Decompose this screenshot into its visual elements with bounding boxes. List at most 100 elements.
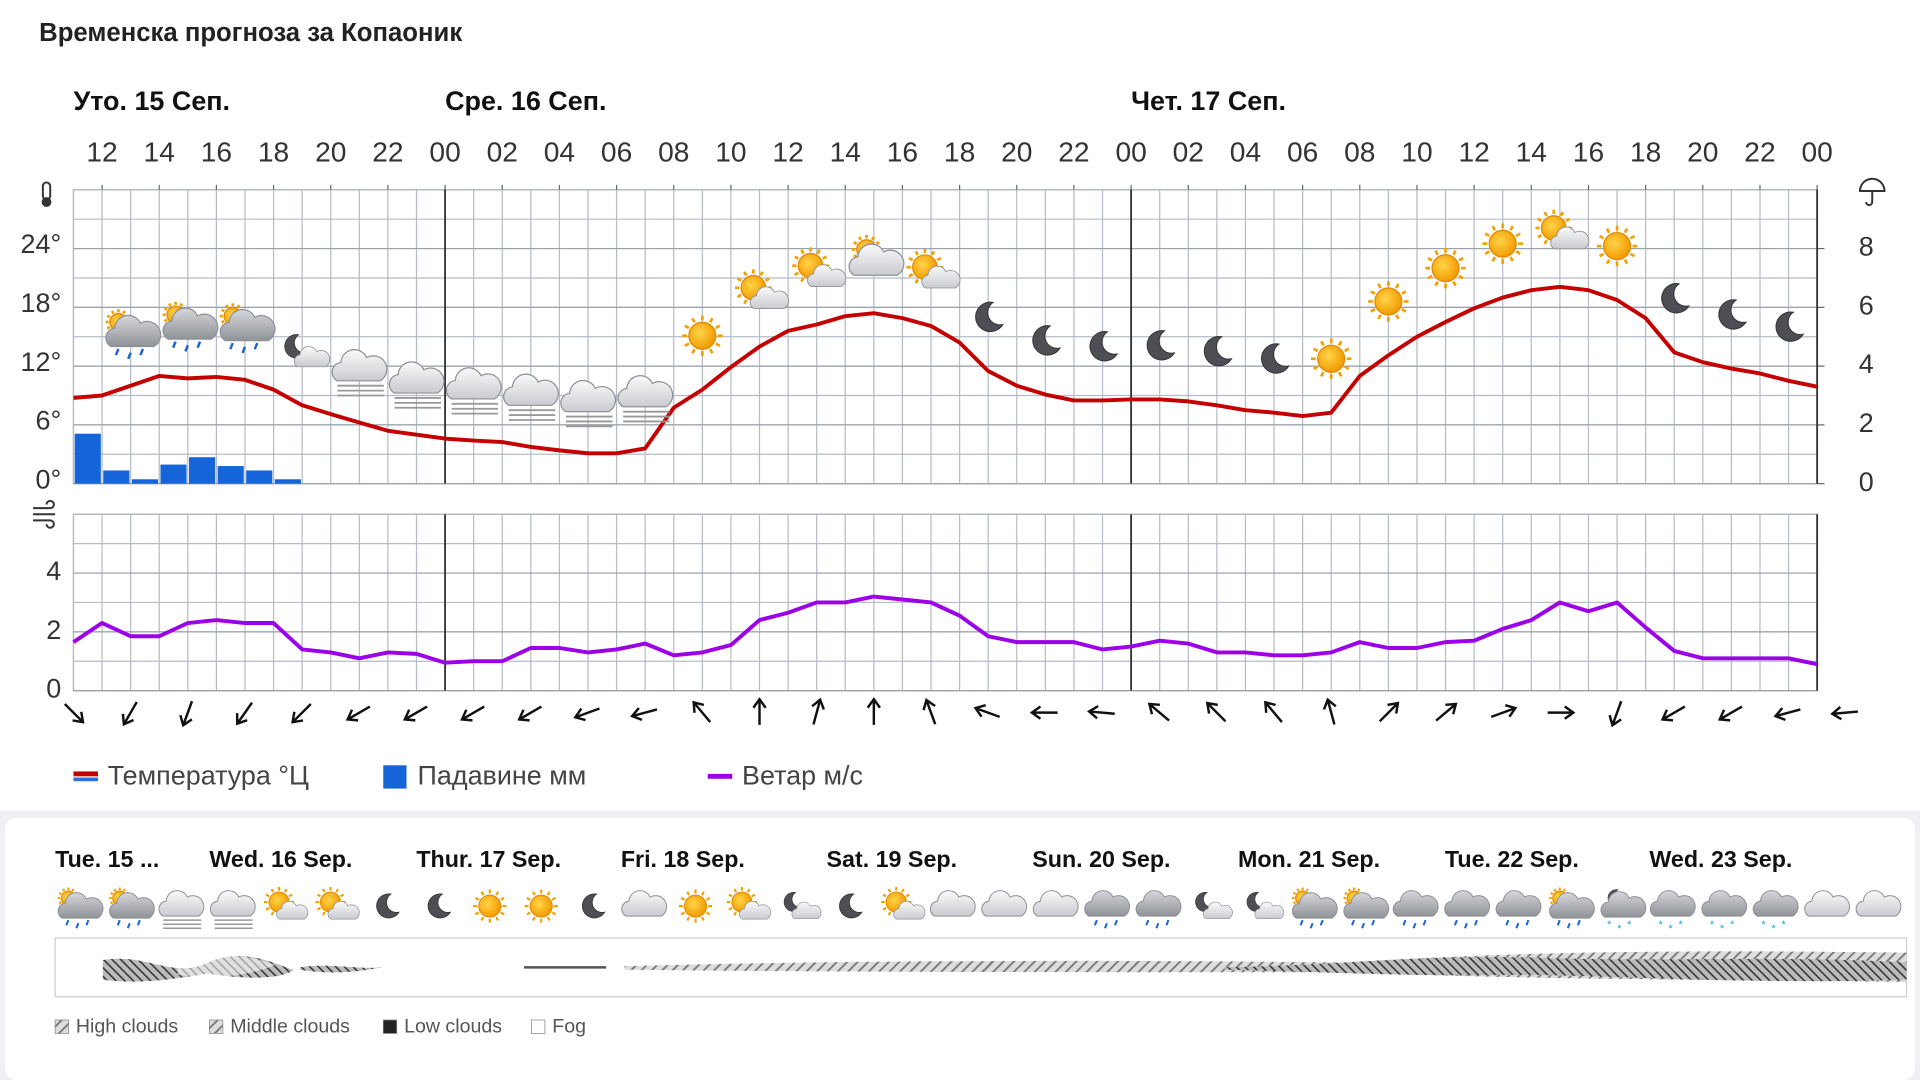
sun-ray	[905, 893, 910, 898]
arrow-head	[1087, 705, 1099, 720]
arrow-head	[1264, 700, 1276, 713]
weather-icon	[388, 361, 445, 409]
sun-ray	[1434, 280, 1439, 287]
sun-ray	[495, 891, 500, 896]
cloud	[1701, 890, 1748, 917]
x-tick-label: 18	[944, 137, 975, 168]
forecast-day-label: Thur. 17 Sep.	[416, 846, 561, 872]
rain-drop	[1463, 922, 1468, 929]
weather-icon	[617, 375, 674, 423]
weather-icon	[1195, 891, 1233, 919]
arrow-shaft	[63, 703, 83, 723]
wind-arrow	[1717, 705, 1743, 722]
cloud	[219, 308, 276, 342]
day-label: Уто. 15 Сеп.	[73, 86, 230, 116]
sun-ray	[500, 896, 505, 901]
sun-ray	[1347, 888, 1351, 892]
y-tick-label: 24°	[21, 229, 62, 259]
sun-ray	[705, 911, 711, 916]
rain-drop	[1453, 919, 1458, 926]
precip-bar	[103, 470, 130, 484]
cloud	[921, 265, 961, 289]
wind-arrow	[1029, 705, 1058, 720]
sun-ray	[901, 888, 905, 893]
cloud	[893, 900, 926, 920]
day-label: Сре. 16 Сеп.	[445, 86, 606, 116]
moon	[1718, 299, 1748, 330]
cloud	[1855, 890, 1902, 917]
moon	[427, 893, 452, 919]
sun-ray	[1484, 232, 1490, 238]
sun-ray	[270, 888, 275, 893]
sun-ray	[167, 302, 172, 307]
rain-drop	[1402, 919, 1407, 926]
sun-ray	[691, 317, 696, 324]
arrow-head	[752, 697, 767, 709]
sun-ray	[1401, 308, 1407, 313]
arrow-head	[922, 698, 936, 711]
x-tick-label: 00	[1115, 137, 1146, 168]
weather-icon	[524, 889, 558, 923]
wind-arrow	[1547, 705, 1576, 720]
cloud	[327, 900, 360, 920]
sun-ray	[1319, 340, 1325, 347]
sun-ray	[914, 250, 920, 256]
arrow-head	[1773, 707, 1786, 721]
arrow-head	[235, 713, 248, 726]
arrow-shaft	[976, 707, 1001, 718]
sun-ray	[684, 324, 690, 330]
rain-drop	[184, 344, 189, 352]
sun-ray	[1543, 211, 1548, 217]
weather-icon	[848, 234, 905, 276]
weather-icon	[682, 315, 723, 356]
arrow-shaft	[1265, 702, 1283, 723]
snowflake: *	[1781, 919, 1786, 931]
sun-ray	[708, 317, 714, 324]
sun-ray	[700, 916, 705, 922]
rain-drop	[139, 348, 145, 356]
arrow-shaft	[236, 701, 254, 724]
weather-icon	[1444, 890, 1490, 929]
sun-ray	[110, 891, 114, 896]
sun-ray	[110, 310, 115, 315]
x-tick-label: 06	[1287, 137, 1318, 168]
arrow-head	[811, 697, 826, 710]
weather-icon	[162, 301, 219, 352]
sun-ray	[546, 891, 551, 896]
arrow-head	[1322, 697, 1337, 710]
rain-drop	[65, 919, 70, 926]
weather-icon	[1392, 890, 1439, 929]
x-tick-label: 02	[487, 137, 518, 168]
legend: Температура °Ц Падавине мм Ветар м/с	[73, 761, 863, 791]
sun-ray	[853, 254, 858, 259]
rain-drop	[196, 341, 202, 349]
cloud-legend-label: Fog	[552, 1016, 586, 1038]
sun-ray	[526, 911, 531, 916]
low-clouds	[1224, 957, 1907, 982]
weather-icon	[1596, 225, 1638, 267]
snowflake: *	[1771, 923, 1776, 935]
sun-ray	[122, 310, 126, 315]
weather-icon	[503, 373, 559, 421]
sun-ray	[1598, 234, 1605, 240]
x-tick-label: 12	[772, 137, 803, 168]
arrow-shaft	[1720, 705, 1743, 720]
rain-drop	[1361, 922, 1366, 929]
x-tick-label: 00	[429, 137, 460, 168]
sun-ray	[1458, 274, 1464, 280]
weather-icon	[1310, 338, 1352, 379]
sun-ray	[887, 888, 892, 893]
sun-ray	[551, 896, 557, 901]
weather-icon	[264, 887, 309, 920]
x-tick-label: 10	[715, 137, 746, 168]
precip-bar	[160, 464, 187, 484]
weather-icon	[1549, 887, 1595, 929]
rain-drop	[1155, 922, 1160, 929]
precip-bar	[74, 433, 101, 484]
forecast-day-label: Sun. 20 Sep.	[1032, 846, 1170, 872]
sun-ray	[882, 906, 887, 911]
weather-icon	[1261, 343, 1290, 374]
sun-ray	[316, 893, 322, 898]
